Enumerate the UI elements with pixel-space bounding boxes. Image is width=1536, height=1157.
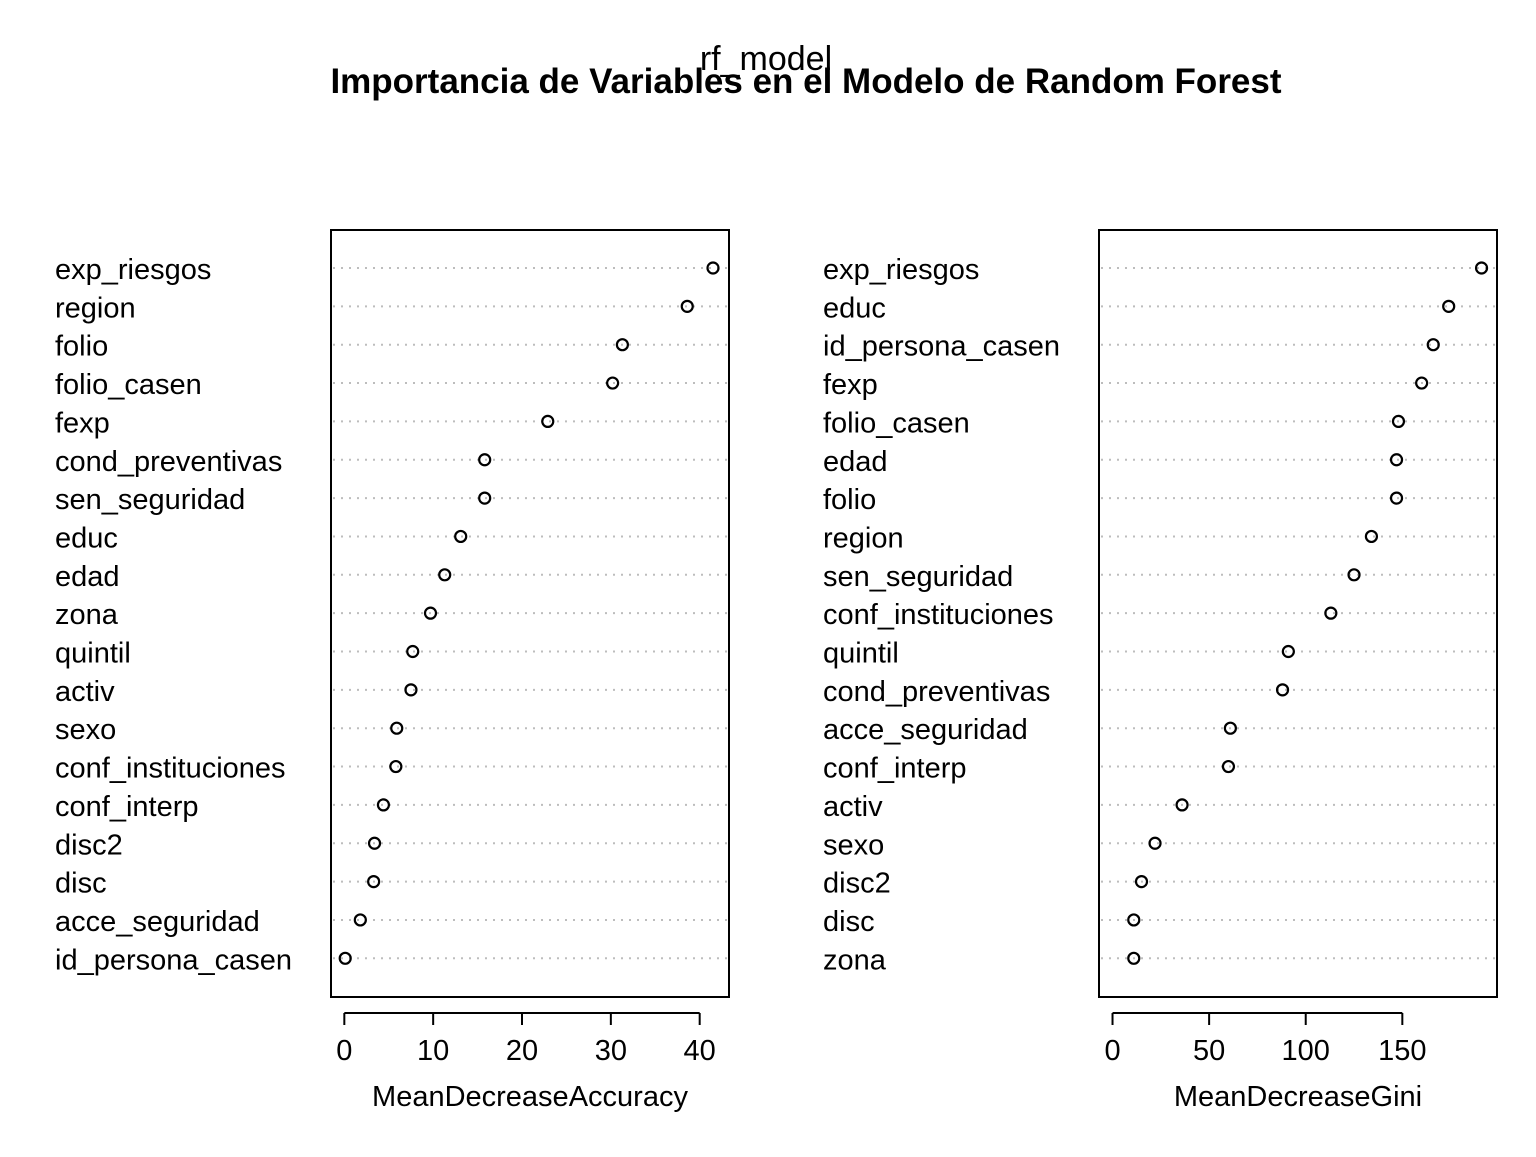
category-label: conf_instituciones: [823, 599, 1054, 631]
category-label: edad: [55, 561, 120, 593]
category-label: sen_seguridad: [55, 484, 245, 516]
x-axis-title: MeanDecreaseAccuracy: [372, 1081, 688, 1113]
data-point: [438, 568, 452, 582]
data-point: [1389, 491, 1404, 505]
category-label: folio: [55, 331, 108, 363]
category-label: folio_casen: [823, 407, 970, 439]
x-tick-label: 30: [595, 1035, 627, 1067]
category-label: quintil: [55, 638, 131, 670]
category-label: educ: [55, 522, 118, 554]
category-label: region: [55, 292, 136, 324]
data-point: [406, 644, 420, 659]
data-point: [1175, 798, 1189, 812]
category-label: folio: [823, 484, 876, 516]
category-label: id_persona_casen: [823, 331, 1060, 363]
data-point: [706, 261, 720, 275]
data-point: [1324, 606, 1338, 620]
data-point: [1134, 874, 1149, 889]
category-label: exp_riesgos: [823, 254, 979, 286]
data-point: [1391, 414, 1406, 428]
data-point: [478, 491, 492, 505]
data-point: [1415, 376, 1429, 390]
x-tick-label: 0: [1104, 1035, 1120, 1067]
category-label: activ: [55, 676, 115, 708]
category-label: sexo: [55, 714, 116, 746]
category-label: cond_preventivas: [55, 446, 282, 478]
data-point: [353, 913, 367, 927]
x-tick-label: 40: [684, 1035, 716, 1067]
data-point: [1275, 683, 1290, 697]
category-label: educ: [823, 292, 886, 324]
data-point: [1347, 568, 1361, 582]
category-label: disc2: [823, 868, 891, 900]
category-label: cond_preventivas: [823, 676, 1050, 708]
category-label: conf_interp: [823, 753, 967, 785]
category-label: activ: [823, 791, 883, 823]
category-label: disc: [823, 906, 875, 938]
data-point: [1223, 721, 1237, 735]
category-label: fexp: [823, 369, 878, 401]
x-tick-label: 10: [417, 1035, 449, 1067]
data-point: [478, 453, 492, 467]
data-point: [1148, 836, 1162, 850]
x-tick-label: 0: [336, 1035, 352, 1067]
category-label: region: [823, 522, 904, 554]
category-label: edad: [823, 446, 888, 478]
chart-title: Importancia de Variables en el Modelo de…: [330, 62, 1281, 101]
data-point: [1474, 261, 1489, 275]
data-point: [1127, 913, 1141, 927]
data-point: [1221, 759, 1236, 774]
category-label: disc2: [55, 829, 123, 861]
data-point: [615, 338, 629, 352]
category-label: acce_seguridad: [823, 714, 1028, 746]
x-tick-label: 50: [1193, 1035, 1225, 1067]
data-point: [1442, 299, 1456, 313]
plot-frame: [330, 229, 730, 998]
data-point: [423, 606, 438, 620]
category-label: zona: [823, 944, 887, 976]
data-point: [1281, 644, 1295, 659]
data-point: [606, 376, 620, 390]
category-label: exp_riesgos: [55, 254, 211, 286]
category-label: folio_casen: [55, 369, 202, 401]
category-label: disc: [55, 868, 107, 900]
data-point: [454, 529, 468, 544]
data-point: [1127, 951, 1141, 965]
plot-frame: [1098, 229, 1498, 998]
data-point: [389, 759, 403, 774]
x-tick-label: 100: [1282, 1035, 1330, 1067]
data-point: [680, 299, 694, 313]
data-point: [1389, 453, 1404, 467]
data-point: [1426, 338, 1440, 352]
model-subtitle: rf_model: [700, 40, 832, 78]
category-label: sexo: [823, 829, 884, 861]
category-label: acce_seguridad: [55, 906, 260, 938]
data-point: [367, 836, 382, 850]
x-tick-label: 20: [506, 1035, 538, 1067]
data-point: [338, 951, 352, 965]
x-tick-label: 150: [1378, 1035, 1426, 1067]
data-point: [404, 683, 418, 697]
category-label: conf_interp: [55, 791, 199, 823]
data-point: [376, 798, 391, 812]
category-label: fexp: [55, 407, 110, 439]
category-label: quintil: [823, 638, 899, 670]
data-point: [367, 874, 381, 889]
data-point: [541, 414, 555, 428]
category-label: zona: [55, 599, 119, 631]
category-label: sen_seguridad: [823, 561, 1013, 593]
data-point: [1364, 529, 1379, 544]
category-label: id_persona_casen: [55, 944, 292, 976]
x-axis-title: MeanDecreaseGini: [1174, 1081, 1422, 1113]
data-point: [390, 721, 404, 735]
category-label: conf_instituciones: [55, 753, 286, 785]
